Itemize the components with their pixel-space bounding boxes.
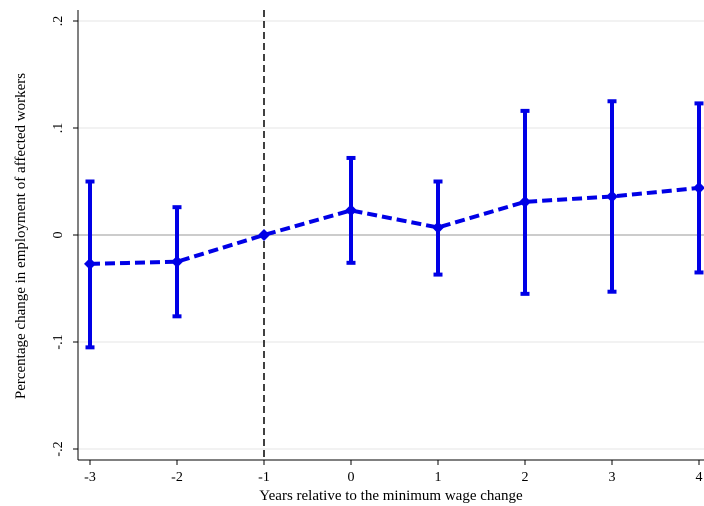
- data-point-0-7: [693, 181, 704, 194]
- x-tick-label-3: 0: [348, 470, 355, 485]
- gridlines: [78, 20, 704, 450]
- y-axis-label: Percentage change in employment of affec…: [13, 73, 29, 399]
- x-axis-label: Years relative to the minimum wage chang…: [259, 488, 523, 504]
- data-point-0-3: [345, 204, 357, 217]
- data-point-0-2: [258, 229, 270, 241]
- x-tick-label-5: 2: [522, 470, 529, 485]
- data-point-0-1: [171, 255, 183, 268]
- axes: [73, 10, 704, 465]
- series-group: [84, 99, 704, 350]
- x-tick-label-1: -2: [171, 470, 183, 485]
- tick-labels: -.2 -.1 0 .1 .2 -3 -2 -1 0 1 2 3 4: [51, 16, 703, 485]
- y-tick-label-2: 0: [51, 232, 66, 239]
- x-tick-label-4: 1: [435, 470, 442, 485]
- y-tick-label-4: .2: [51, 16, 66, 27]
- data-point-0-6: [606, 190, 618, 203]
- data-point-0-0: [84, 257, 96, 270]
- y-tick-label-0: -.2: [51, 441, 66, 456]
- series-line-0: [89, 185, 700, 266]
- data-point-0-4: [432, 221, 444, 234]
- y-tick-label-3: .1: [51, 123, 66, 134]
- x-tick-label-6: 3: [609, 470, 616, 485]
- x-tick-label-0: -3: [84, 470, 96, 485]
- y-tick-label-1: -.1: [51, 334, 66, 349]
- data-point-0-5: [519, 195, 531, 208]
- x-tick-label-7: 4: [696, 470, 703, 485]
- x-tick-label-2: -1: [258, 470, 270, 485]
